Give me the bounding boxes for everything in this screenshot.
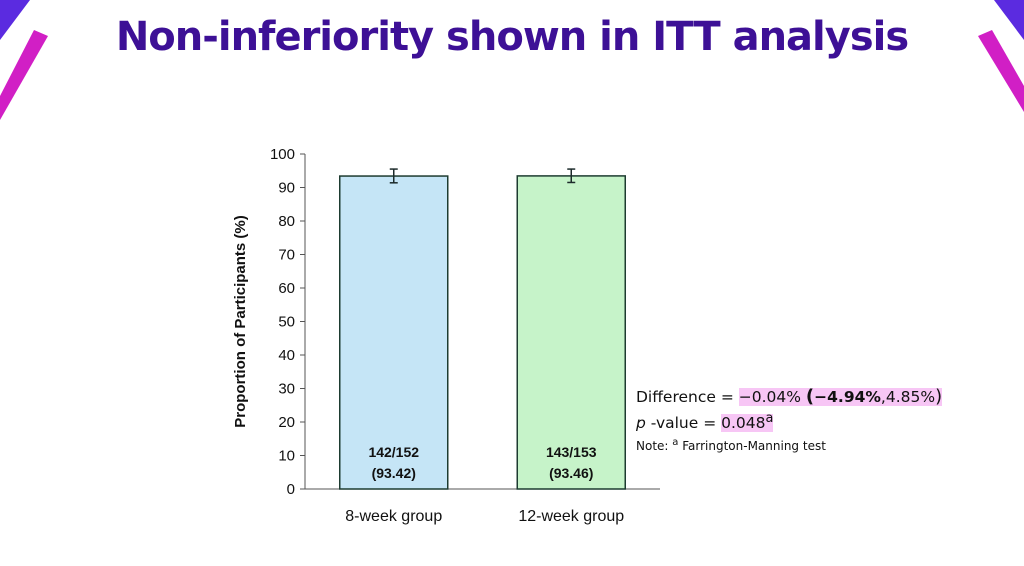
bar-label-percent-2: (93.46)	[549, 465, 593, 481]
y-tick-label-40: 40	[278, 347, 295, 364]
p-value: 0.048	[721, 414, 766, 433]
note-text: Farrington-Manning test	[678, 439, 826, 454]
bar-label-percent-1: (93.42)	[372, 465, 416, 481]
ci-open: (	[805, 386, 815, 407]
y-tick-label-30: 30	[278, 381, 295, 398]
y-tick-label-60: 60	[278, 280, 295, 297]
bar-1	[339, 175, 449, 490]
bar-label-fraction-1: 142/152	[368, 444, 419, 460]
y-axis-label: Proportion of Participants (%)	[232, 215, 249, 428]
y-tick-label-90: 90	[278, 180, 295, 197]
y-tick-label-0: 0	[287, 481, 295, 498]
note-label: Note:	[636, 439, 673, 454]
difference-line: Difference = −0.04% (−4.94%,4.85%)	[636, 386, 943, 408]
slide-title: Non-inferiority shown in ITT analysis	[115, 14, 909, 60]
note-superscript: a	[672, 437, 679, 449]
y-tick-label-80: 80	[278, 213, 295, 230]
x-tick-label-2: 12-week group	[518, 508, 624, 525]
bar-label-fraction-2: 143/153	[546, 444, 597, 460]
p-superscript: a	[765, 411, 774, 426]
y-tick-label-20: 20	[278, 414, 295, 431]
y-tick-label-100: 100	[270, 146, 295, 163]
difference-label: Difference =	[636, 388, 739, 406]
difference-highlight: −0.04% (−4.94%,4.85%)	[738, 386, 943, 407]
ci-high: 4.85%	[885, 388, 936, 406]
ci-close: )	[935, 386, 943, 407]
bar-2	[516, 175, 626, 490]
p-value-highlight: 0.048a	[721, 411, 774, 433]
note-line: Note: a Farrington-Manning test	[636, 434, 942, 455]
x-tick-label-1: 8-week group	[345, 508, 442, 525]
ci-low: −4.94%	[814, 388, 881, 406]
difference-annotation: Difference = −0.04% (−4.94%,4.85%) p -va…	[636, 386, 943, 455]
p-symbol: p	[636, 414, 646, 433]
ci-separator: ,	[880, 388, 886, 406]
y-tick-label-70: 70	[278, 247, 295, 264]
difference-value: −0.04%	[738, 388, 801, 406]
p-label: -value =	[645, 414, 722, 433]
y-tick-label-10: 10	[278, 448, 295, 465]
y-tick-label-50: 50	[278, 314, 295, 331]
p-value-line: p -value = 0.048a	[636, 408, 942, 434]
